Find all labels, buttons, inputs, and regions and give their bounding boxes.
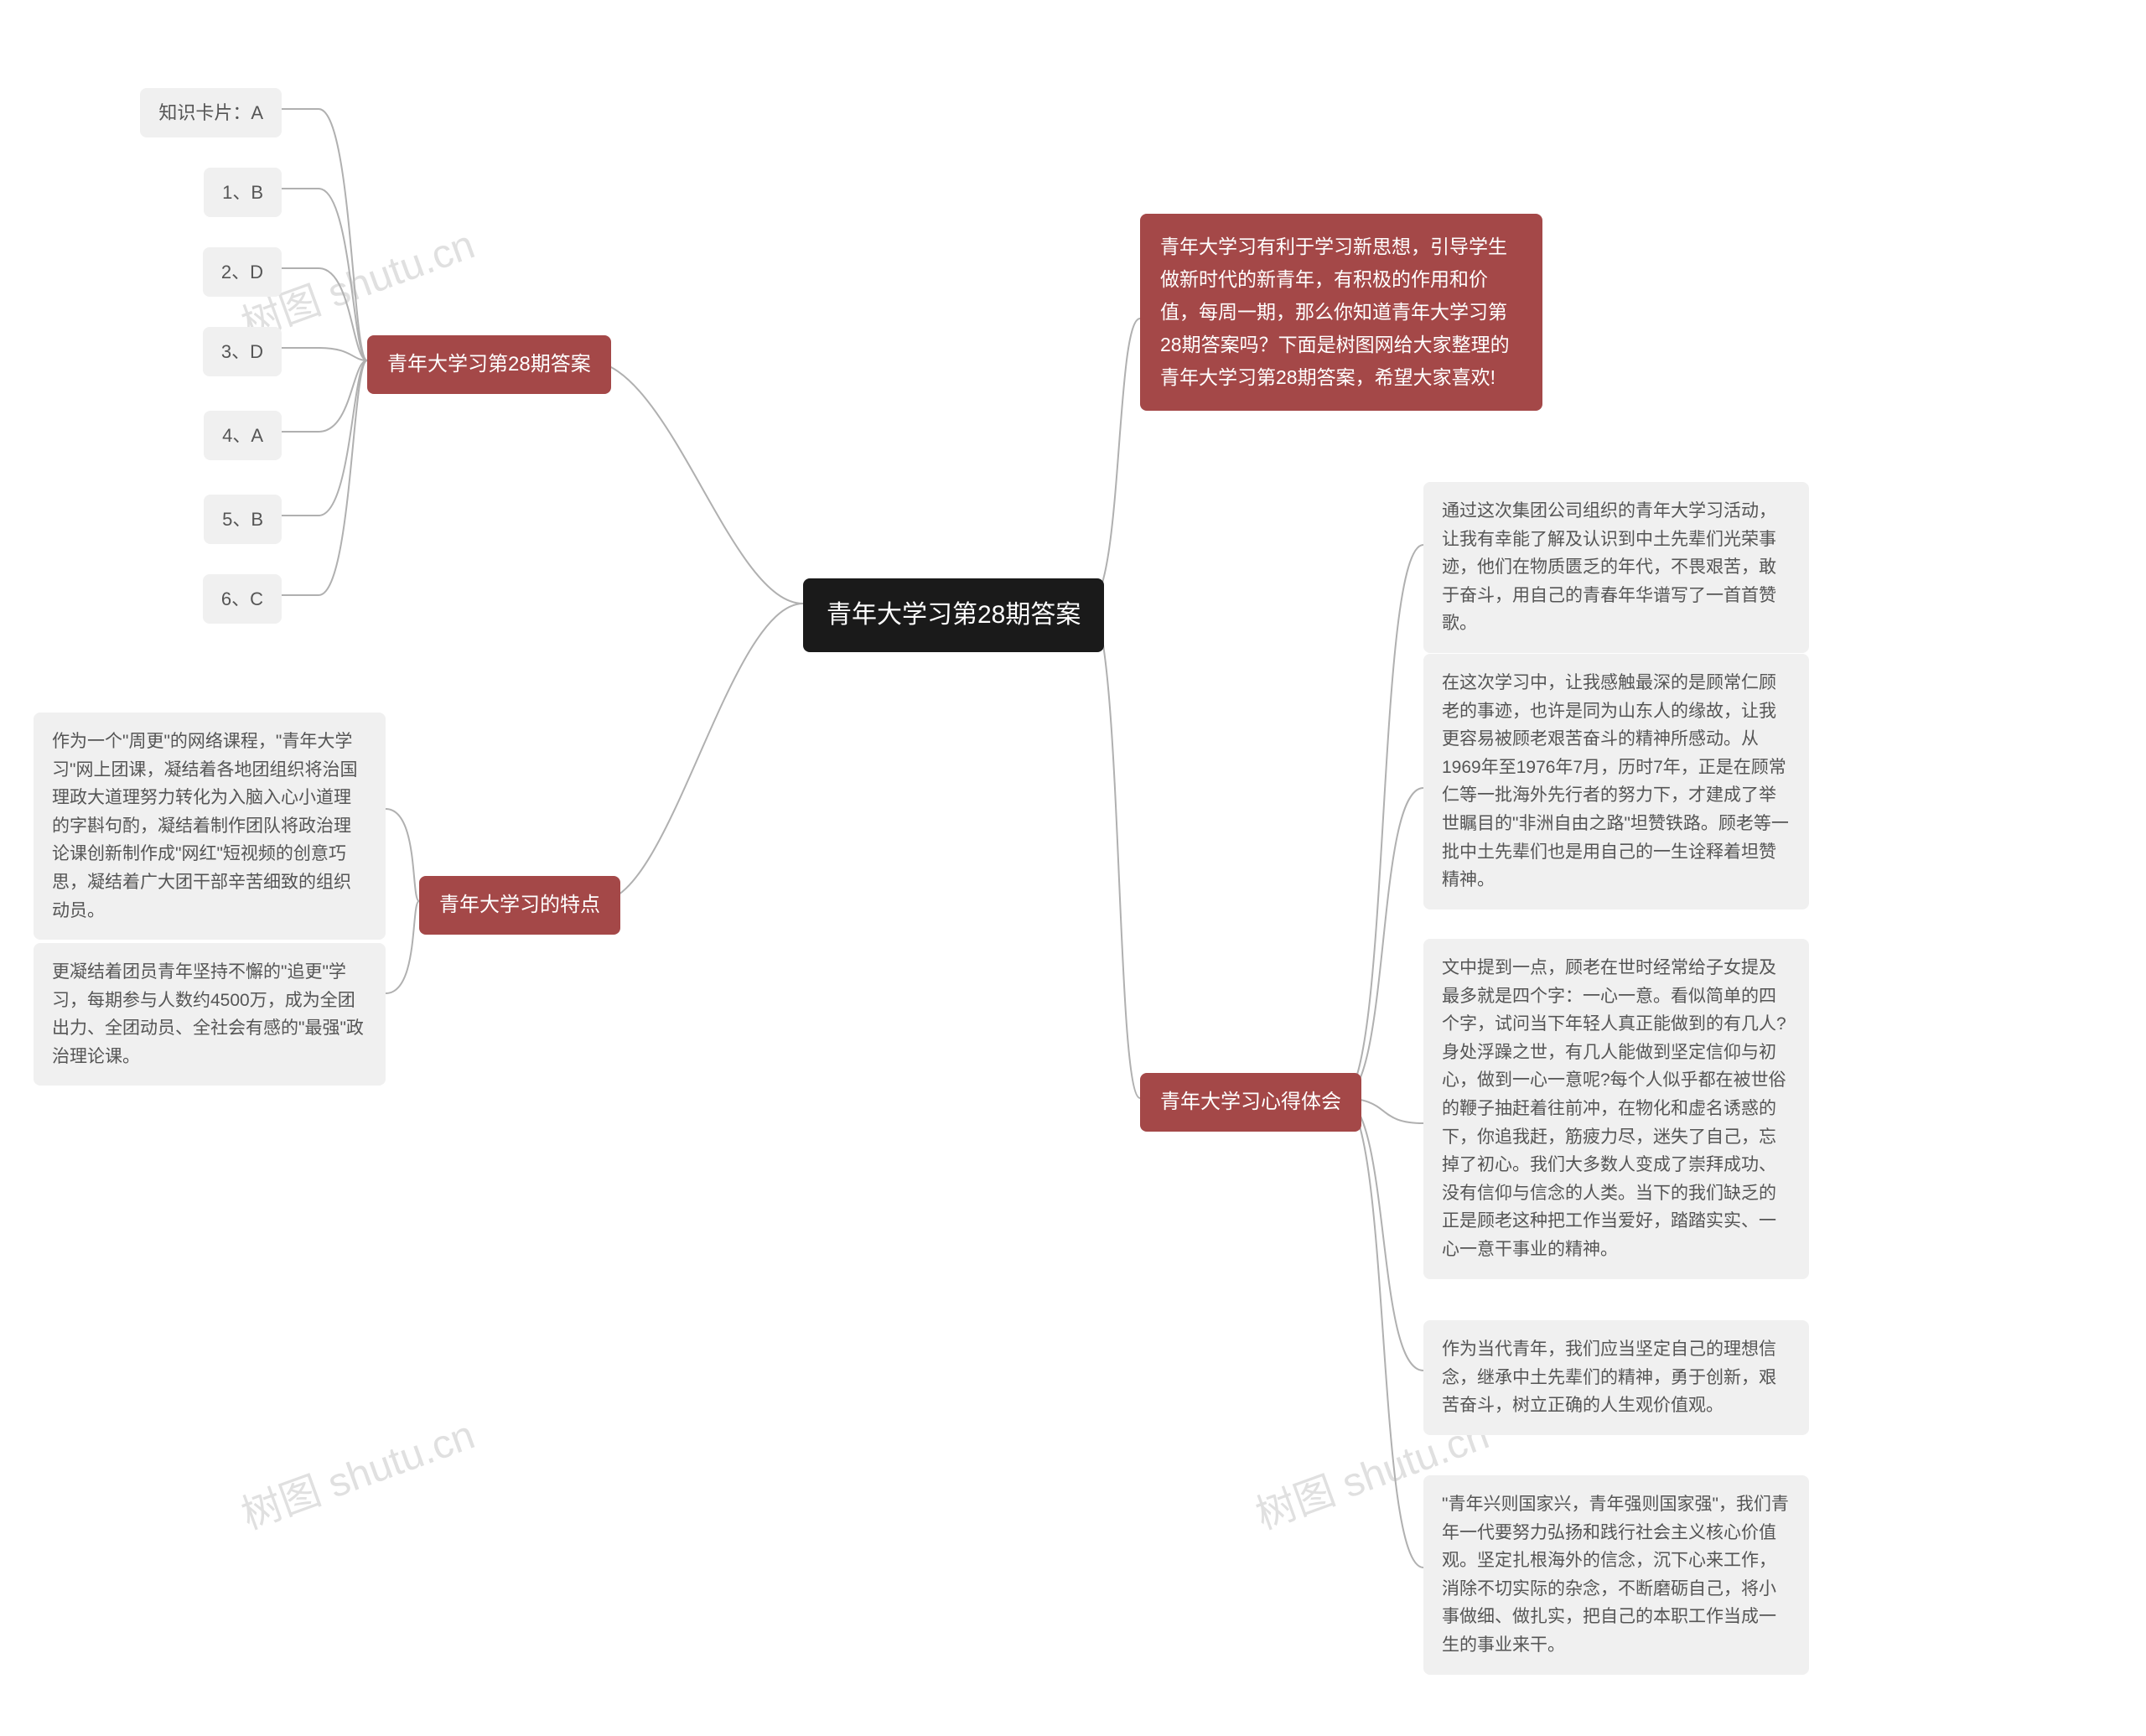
leaf-feature-1[interactable]: 作为一个"周更"的网络课程，"青年大学习"网上团课，凝结着各地团组织将治国理政大… <box>34 713 386 940</box>
leaf-answer-2[interactable]: 2、D <box>203 247 282 297</box>
leaf-exp-4[interactable]: 作为当代青年，我们应当坚定自己的理想信念，继承中土先辈们的精神，勇于创新，艰苦奋… <box>1423 1320 1809 1435</box>
leaf-answer-card[interactable]: 知识卡片：A <box>140 88 282 137</box>
leaf-answer-5[interactable]: 5、B <box>204 495 282 544</box>
leaf-feature-2[interactable]: 更凝结着团员青年坚持不懈的"追更"学习，每期参与人数约4500万，成为全团出力、… <box>34 943 386 1086</box>
branch-answers[interactable]: 青年大学习第28期答案 <box>367 335 611 394</box>
watermark: 树图 shutu.cn <box>232 1402 481 1540</box>
branch-experience[interactable]: 青年大学习心得体会 <box>1140 1073 1361 1132</box>
leaf-answer-3[interactable]: 3、D <box>203 327 282 376</box>
intro-box[interactable]: 青年大学习有利于学习新思想，引导学生做新时代的新青年，有积极的作用和价值，每周一… <box>1140 214 1542 411</box>
branch-features[interactable]: 青年大学习的特点 <box>419 876 620 935</box>
leaf-answer-1[interactable]: 1、B <box>204 168 282 217</box>
leaf-answer-6[interactable]: 6、C <box>203 574 282 624</box>
root-node[interactable]: 青年大学习第28期答案 <box>803 578 1104 652</box>
leaf-exp-2[interactable]: 在这次学习中，让我感触最深的是顾常仁顾老的事迹，也许是同为山东人的缘故，让我更容… <box>1423 654 1809 909</box>
leaf-exp-1[interactable]: 通过这次集团公司组织的青年大学习活动，让我有幸能了解及认识到中土先辈们光荣事迹，… <box>1423 482 1809 653</box>
leaf-answer-4[interactable]: 4、A <box>204 411 282 460</box>
leaf-exp-3[interactable]: 文中提到一点，顾老在世时经常给子女提及最多就是四个字：一心一意。看似简单的四个字… <box>1423 939 1809 1279</box>
leaf-exp-5[interactable]: "青年兴则国家兴，青年强则国家强"，我们青年一代要努力弘扬和践行社会主义核心价值… <box>1423 1475 1809 1675</box>
